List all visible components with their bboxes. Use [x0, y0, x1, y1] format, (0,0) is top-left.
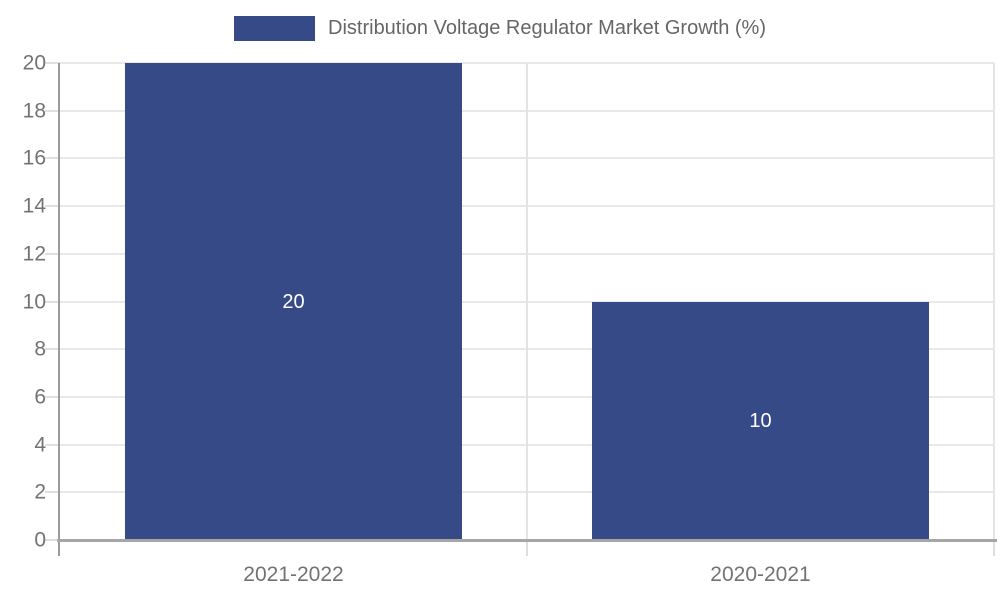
- y-tick-label: 10: [22, 290, 46, 313]
- y-axis-tick: [45, 252, 60, 255]
- chart-legend: Distribution Voltage Regulator Market Gr…: [0, 16, 1000, 41]
- y-axis-line: [58, 63, 60, 556]
- y-axis-tick: [45, 443, 60, 446]
- y-axis-tick: [45, 491, 60, 494]
- bar-value-label: 10: [749, 409, 772, 432]
- bar-2021-2022: 20: [124, 63, 463, 540]
- bar-value-label: 20: [282, 290, 305, 313]
- y-tick-label: 0: [34, 528, 46, 552]
- plot-area: 0 2 4 6 8 10 12 14 16 18 20 20 2021-2022 10 2020-2021: [23, 53, 997, 585]
- y-tick-label: 14: [22, 194, 46, 218]
- y-axis-tick: [45, 62, 60, 64]
- x-tick-label: 2020-2021: [710, 563, 811, 586]
- y-axis-tick: [45, 157, 60, 160]
- legend-label: Distribution Voltage Regulator Market Gr…: [328, 17, 766, 39]
- x-tick-label: 2021-2022: [243, 563, 344, 586]
- y-tick-label: 16: [22, 146, 46, 170]
- x-axis-tick: [993, 540, 995, 556]
- y-tick-label: 18: [22, 99, 46, 123]
- y-axis-tick: [45, 539, 60, 541]
- y-tick-label: 4: [34, 433, 46, 457]
- y-tick-label: 6: [34, 385, 46, 409]
- gridline-vertical: [526, 63, 528, 540]
- y-tick-label: 20: [22, 51, 46, 75]
- y-axis-tick: [45, 395, 60, 398]
- y-tick-label: 8: [34, 337, 46, 361]
- gridline-vertical: [993, 63, 995, 540]
- y-axis-tick: [45, 109, 60, 112]
- y-axis-tick: [45, 300, 60, 303]
- y-tick-label: 12: [22, 242, 46, 266]
- y-tick-label: 2: [34, 480, 46, 504]
- y-axis-tick: [45, 205, 60, 208]
- legend-swatch: [234, 16, 316, 41]
- x-axis-tick: [526, 540, 528, 556]
- y-axis-tick: [45, 348, 60, 351]
- bar-2020-2021: 10: [591, 301, 930, 540]
- x-axis-line: [57, 539, 997, 542]
